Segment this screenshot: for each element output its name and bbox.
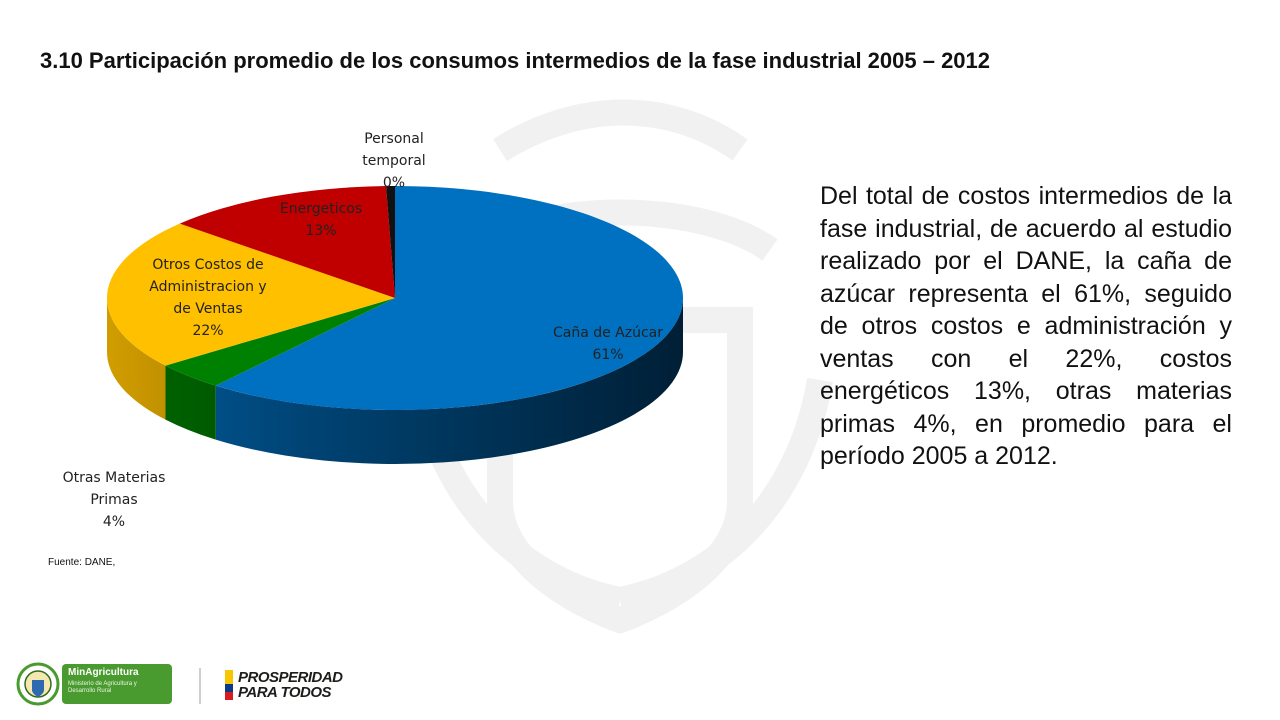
campaign-line-2: PARA TODOS [238,684,332,701]
data-label-cana-de-azucar: Caña de Azúcar 61% [553,325,663,363]
pie-side-cana-de-azucar [215,298,683,465]
ministry-name: MinAgricultura [68,667,139,678]
pie-slice-otros-costos-de-administracion-y-de-ventas [107,223,396,366]
footer-logos [16,662,233,706]
slide-title: 3.10 Participación promedio de los consu… [40,48,991,73]
source-note: Fuente: DANE, [48,557,116,568]
pie-side-otros-costos-de-administracion-y-de-ventas [107,298,166,420]
data-label-otros-costos-de-administracion-y-de-ventas: Otros Costos de Administracion y de Ventas… [149,257,266,339]
description-text: Del total de costos intermedios de la fa… [820,182,1232,470]
colombia-flag-icon [225,670,233,700]
prosperidad-logo: PROSPERIDAD PARA TODOS [238,670,343,700]
pie-slice-personal-temporal [385,186,395,298]
pie-slice-energeticos [179,186,395,298]
pie-chart: Caña de Azúcar 61% Otras Materias Primas 4% O… [63,131,683,530]
data-label-personal-temporal: Personal temporal 0% [362,131,425,191]
data-label-energeticos: Energeticos 13% [280,201,362,239]
ministry-subtitle: Ministerio de Agricultura y Desarrollo R… [68,681,137,694]
data-label-otras-materias-primas: Otras Materias Primas 4% [63,470,166,530]
colombia-seal-icon [16,662,60,706]
pie-side-otras-materias-primas [165,365,216,440]
campaign-line-1: PROSPERIDAD [238,669,343,686]
minagricultura-logo [62,664,172,704]
pie-slice-cana-de-azucar [215,186,683,411]
pie-slice-otras-materias-primas [165,298,395,386]
